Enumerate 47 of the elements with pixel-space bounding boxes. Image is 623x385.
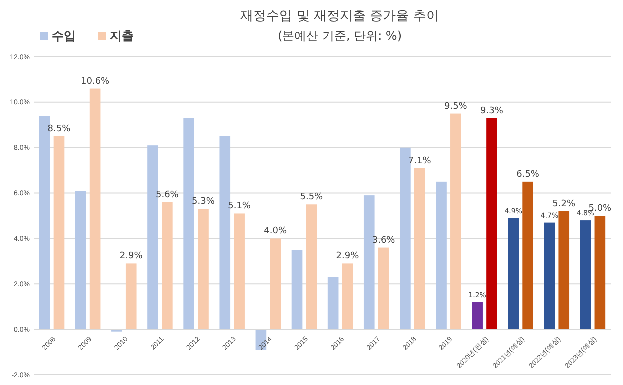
bar <box>472 302 483 330</box>
data-label: 5.1% <box>228 202 252 212</box>
bar <box>162 202 173 330</box>
bar <box>306 204 318 330</box>
bar <box>414 168 426 330</box>
data-label: 3.6% <box>372 236 396 246</box>
bar <box>594 216 606 330</box>
bar <box>234 214 245 330</box>
bar <box>400 148 411 330</box>
bar <box>580 220 592 330</box>
bar <box>198 209 209 330</box>
chart-title: 재정수입 및 재정지출 증가율 추이 <box>240 9 440 24</box>
bar <box>364 196 375 330</box>
data-label: 5.5% <box>300 192 324 203</box>
bar <box>378 248 390 330</box>
bar <box>436 182 447 330</box>
data-label: 2.9% <box>120 252 144 262</box>
bar <box>126 264 137 330</box>
data-label: 5.3% <box>192 197 216 208</box>
bar <box>508 218 520 330</box>
legend-label: 수입 <box>52 29 76 43</box>
bar <box>292 250 303 330</box>
bar <box>148 146 158 330</box>
chart-subtitle: (본예산 기준, 단위: %) <box>278 29 402 43</box>
bar <box>54 136 65 330</box>
bar <box>75 191 86 330</box>
data-label: 10.6% <box>81 76 110 87</box>
data-label: 8.5% <box>48 124 72 134</box>
bar <box>522 182 534 330</box>
bar <box>270 238 282 330</box>
bar <box>450 114 462 330</box>
data-label: 5.6% <box>156 190 180 200</box>
bar <box>184 118 194 330</box>
bar <box>544 222 556 330</box>
bar <box>90 88 101 330</box>
legend-label: 지출 <box>110 29 134 43</box>
bar <box>486 118 498 330</box>
bar <box>342 264 354 330</box>
data-label: 9.5% <box>444 102 468 112</box>
data-label: 4.0% <box>264 226 288 237</box>
bar <box>558 211 570 330</box>
data-label: 6.5% <box>516 170 540 180</box>
data-label: 5.2% <box>552 199 576 210</box>
data-label: 9.3% <box>480 106 504 116</box>
bar <box>328 277 339 330</box>
data-label: 2.9% <box>336 252 360 262</box>
data-label: 7.1% <box>408 156 432 166</box>
